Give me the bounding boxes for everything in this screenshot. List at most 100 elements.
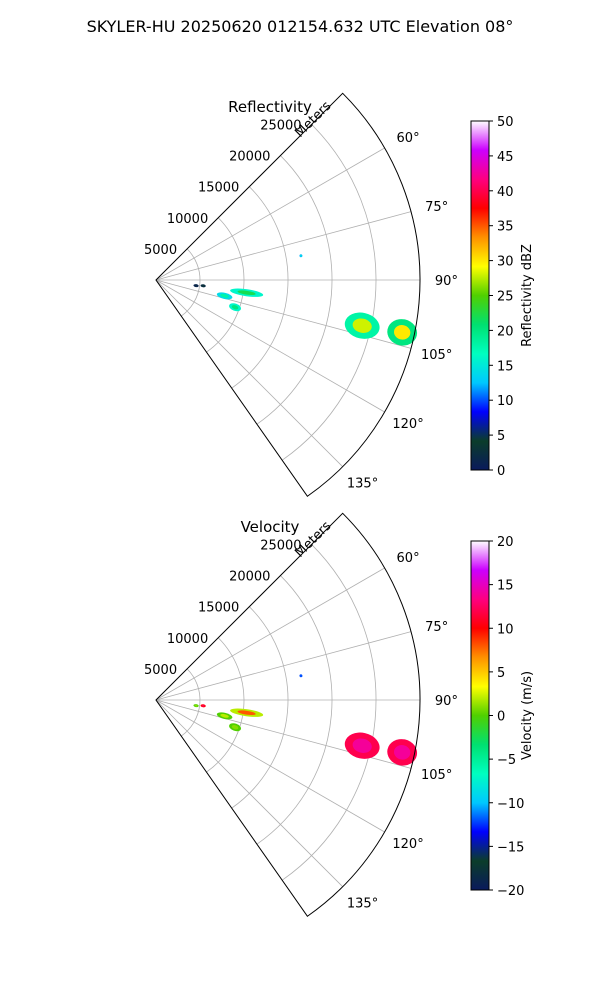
range-tick-label: 15000 — [198, 601, 239, 616]
radar-echo — [200, 284, 206, 288]
colorbar-tick-label: 15 — [497, 579, 514, 594]
azimuth-gridline — [155, 699, 385, 833]
azimuth-gridline — [155, 567, 385, 701]
colorbar-tick-label: −20 — [497, 884, 524, 899]
range-ring — [231, 186, 289, 389]
echo-core — [220, 713, 229, 718]
radar-echo — [229, 723, 241, 732]
panel-title: Reflectivity — [228, 98, 312, 116]
radar-echo — [193, 704, 199, 708]
radar-echo — [387, 739, 418, 766]
colorbar-tick-label: 50 — [497, 115, 514, 130]
radar-echo — [200, 704, 206, 708]
echo-core — [220, 293, 229, 298]
azimuth-tick-label: 105° — [421, 768, 452, 783]
reflectivity-panel: Reflectivity500010000150002000025000Mete… — [144, 92, 535, 497]
colorbar-tick-label: 20 — [497, 535, 514, 550]
echo-core — [194, 704, 198, 707]
radar-echo — [193, 284, 199, 288]
echo-core — [352, 738, 372, 753]
sector-outline — [155, 92, 421, 497]
colorbar-tick-label: 0 — [497, 464, 505, 479]
range-tick-label: 10000 — [167, 632, 208, 647]
colorbar-tick-label: 5 — [497, 429, 505, 444]
echo-core — [393, 745, 411, 760]
azimuth-tick-label: 60° — [397, 131, 420, 146]
panel-title: Velocity — [241, 518, 300, 536]
colorbar-tick-label: −10 — [497, 797, 524, 812]
radar-echo — [299, 674, 303, 678]
azimuth-tick-label: 105° — [421, 348, 452, 363]
azimuth-tick-label: 120° — [392, 417, 423, 432]
range-ring — [181, 248, 201, 317]
azimuth-gridline — [155, 279, 343, 467]
colorbar-tick-label: 45 — [497, 150, 514, 165]
colorbar-tick-label: 20 — [497, 324, 514, 339]
azimuth-gridline — [155, 279, 385, 413]
echo-core — [352, 318, 372, 333]
range-tick-label: 15000 — [198, 181, 239, 196]
azimuth-gridline — [155, 211, 412, 281]
radar-echo — [299, 254, 303, 258]
range-tick-label: 25000 — [260, 538, 301, 553]
colorbar-tick-label: 35 — [497, 220, 514, 235]
sector-outline — [155, 512, 421, 917]
colorbar-tick-label: −5 — [497, 753, 516, 768]
range-ring — [281, 544, 377, 881]
range-ring — [206, 637, 245, 773]
echo-core — [299, 674, 302, 677]
azimuth-tick-label: 135° — [347, 477, 378, 492]
azimuth-tick-label: 90° — [435, 694, 458, 709]
colorbar-label: Velocity (m/s) — [520, 671, 535, 760]
radar-echo — [230, 288, 264, 297]
range-tick-label: 10000 — [167, 212, 208, 227]
range-ring — [181, 668, 201, 737]
azimuth-tick-label: 135° — [347, 897, 378, 912]
echo-core — [299, 254, 302, 257]
azimuth-gridline — [155, 699, 412, 769]
azimuth-tick-label: 120° — [392, 837, 423, 852]
colorbar-label: Reflectivity dBZ — [520, 244, 535, 347]
radar-echo — [230, 708, 264, 717]
echo-core — [237, 710, 256, 716]
colorbar-tick-label: 10 — [497, 622, 514, 637]
colorbar-tick-label: 5 — [497, 666, 505, 681]
range-tick-label: 20000 — [229, 150, 270, 165]
azimuth-tick-label: 90° — [435, 274, 458, 289]
azimuth-gridline — [155, 279, 412, 349]
range-ring — [256, 155, 333, 425]
echo-core — [237, 290, 256, 296]
radar-echo — [344, 312, 380, 339]
range-tick-label: 5000 — [144, 243, 177, 258]
azimuth-gridline — [155, 631, 412, 701]
colorbar-tick-label: −15 — [497, 840, 524, 855]
echo-core — [201, 704, 205, 707]
radar-echo — [387, 319, 418, 346]
range-tick-label: 20000 — [229, 570, 270, 585]
colorbar-tick-label: 10 — [497, 394, 514, 409]
radar-echo — [344, 732, 380, 759]
echo-core — [194, 284, 198, 287]
radar-echo — [216, 712, 233, 720]
colorbar-tick-label: 30 — [497, 255, 514, 270]
azimuth-gridline — [155, 147, 385, 281]
radar-echo — [229, 303, 241, 312]
range-ring — [256, 575, 333, 845]
azimuth-tick-label: 75° — [425, 200, 448, 215]
echo-core — [201, 284, 205, 287]
echo-core — [231, 305, 239, 310]
azimuth-tick-label: 75° — [425, 620, 448, 635]
range-ring — [281, 124, 377, 461]
range-ring — [231, 606, 289, 809]
range-ring — [206, 217, 245, 353]
figure-title: SKYLER-HU 20250620 012154.632 UTC Elevat… — [87, 17, 514, 36]
echo-core — [393, 325, 411, 340]
azimuth-gridline — [155, 699, 343, 887]
azimuth-tick-label: 60° — [397, 551, 420, 566]
range-tick-label: 5000 — [144, 663, 177, 678]
range-tick-label: 25000 — [260, 118, 301, 133]
colorbar — [470, 120, 490, 471]
colorbar-tick-label: 40 — [497, 185, 514, 200]
